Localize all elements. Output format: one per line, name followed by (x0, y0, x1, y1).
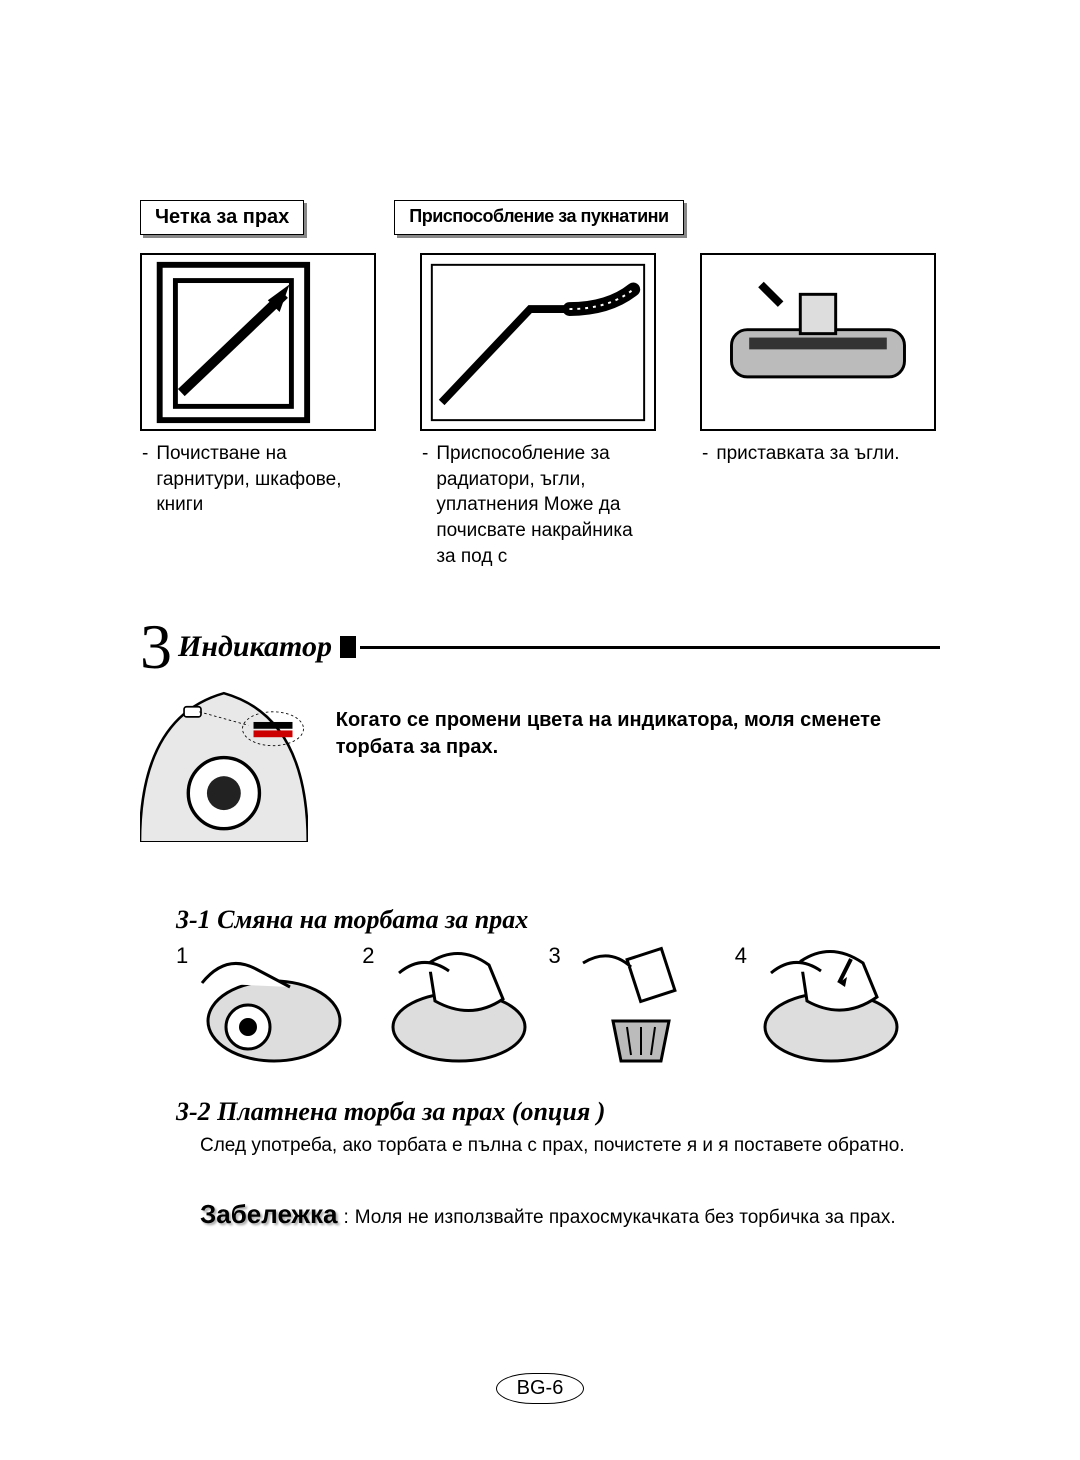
figure-2-image (420, 253, 656, 431)
subsection-3-2-title: 3-2 Платнена торба за прах (опция ) (176, 1097, 940, 1127)
remove-bag-icon (379, 943, 531, 1063)
step-3-number: 3 (549, 943, 561, 969)
step-2-image (379, 943, 531, 1063)
figure-3-image (700, 253, 936, 431)
accessory-figures-row: - Почистване на гарнитури, шкафове, книг… (140, 253, 940, 569)
step-3: 3 (549, 943, 717, 1063)
crevice-tool-label: Приспособление за пукнатини (394, 200, 683, 235)
figure-2: - Приспособление за радиатори, ъгли, упл… (420, 253, 656, 569)
open-lid-icon (192, 943, 344, 1063)
bullet-dash: - (142, 441, 148, 518)
indicator-block: Когато се промени цвета на индикатора, м… (140, 683, 940, 871)
bag-change-steps: 1 2 3 (176, 943, 940, 1063)
figure-1-image (140, 253, 376, 431)
note-row: Забележка : Моля не използвайте прахосму… (200, 1199, 940, 1230)
figure-3-caption: - приставката за ъгли. (700, 441, 936, 467)
section-title: Индикатор (178, 630, 332, 664)
step-1-number: 1 (176, 943, 188, 969)
bullet-dash: - (702, 441, 708, 467)
subsection-3-2-body: След употреба, ако торбата е пълна с пра… (200, 1133, 940, 1159)
accessory-labels-row: Четка за прах Приспособление за пукнатин… (140, 200, 940, 235)
figure-1-caption-text: Почистване на гарнитури, шкафове, книги (156, 441, 376, 518)
heading-tick-icon (340, 636, 356, 658)
floor-nozzle-icon (702, 255, 934, 430)
subsection-3-1-title: 3-1 Смяна на торбата за прах (176, 905, 940, 935)
note-text: Моля не използвайте прахосмукачката без … (355, 1207, 896, 1229)
figure-2-caption-text: Приспособление за радиатори, ъгли, уплат… (436, 441, 656, 569)
bullet-dash: - (422, 441, 428, 569)
dust-brush-label: Четка за прах (140, 200, 304, 235)
figure-1: - Почистване на гарнитури, шкафове, книг… (140, 253, 376, 569)
step-1: 1 (176, 943, 344, 1063)
dispose-bag-icon (565, 943, 717, 1063)
section-number: 3 (140, 615, 172, 679)
vacuum-top-view-image (140, 683, 308, 871)
step-3-image (565, 943, 717, 1063)
step-4-number: 4 (735, 943, 747, 969)
figure-3-caption-text: приставката за ъгли. (716, 441, 899, 467)
section-3-heading: 3 Индикатор (140, 615, 940, 679)
vacuum-indicator-icon (140, 683, 308, 842)
note-label: Забележка (200, 1199, 337, 1230)
insert-bag-icon (751, 943, 903, 1063)
step-1-image (192, 943, 344, 1063)
crevice-hose-icon (422, 255, 654, 430)
page-footer: BG-6 (0, 1373, 1080, 1404)
heading-rule (360, 646, 940, 649)
figure-3: - приставката за ъгли. (700, 253, 936, 569)
step-2: 2 (362, 943, 530, 1063)
figure-2-caption: - Приспособление за радиатори, ъгли, упл… (420, 441, 656, 569)
step-4: 4 (735, 943, 903, 1063)
door-frame-brush-icon (142, 255, 374, 430)
indicator-instruction: Когато се промени цвета на индикатора, м… (336, 707, 940, 761)
step-2-number: 2 (362, 943, 374, 969)
page-number: BG-6 (496, 1373, 585, 1404)
figure-1-caption: - Почистване на гарнитури, шкафове, книг… (140, 441, 376, 518)
step-4-image (751, 943, 903, 1063)
note-colon: : (343, 1207, 348, 1229)
